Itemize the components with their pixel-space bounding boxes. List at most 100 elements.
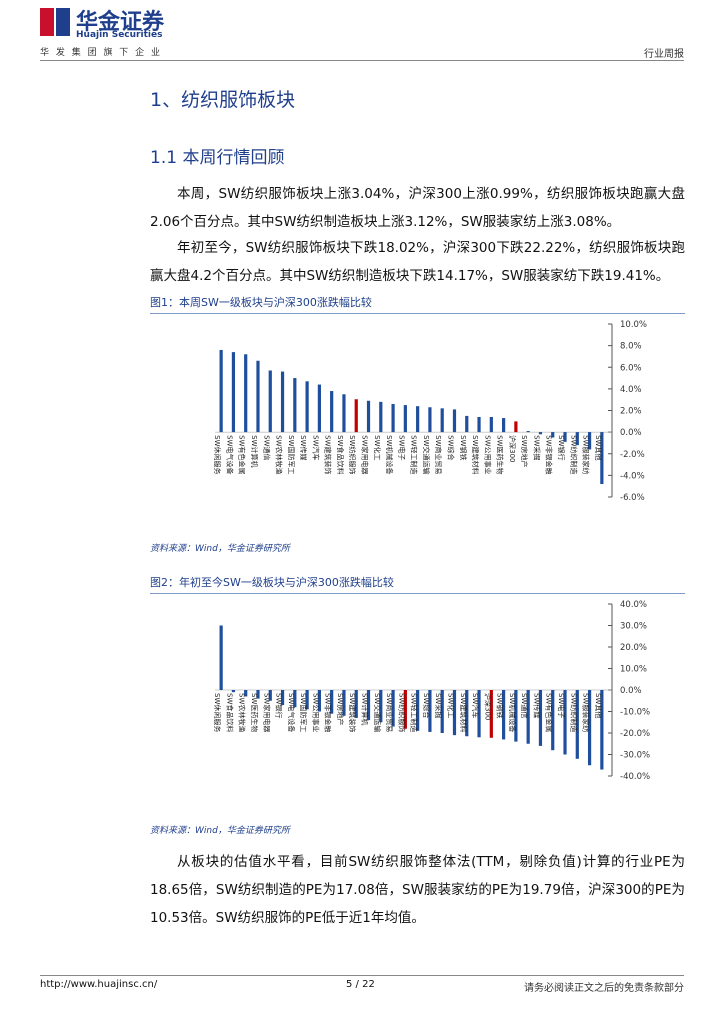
bar (293, 378, 297, 433)
x-tick-label: SW商业贸易 (385, 693, 394, 732)
y-tick-label: -40.0% (620, 772, 650, 782)
bar (403, 690, 407, 729)
y-tick-label: 0.0% (620, 686, 642, 696)
bar (575, 432, 579, 446)
bar (354, 690, 358, 718)
x-tick-label: SW国防军工 (299, 693, 308, 732)
y-tick-label: -10.0% (620, 708, 650, 718)
x-tick-label: SW通信 (520, 693, 529, 718)
x-tick-label: SW传媒 (299, 435, 308, 460)
x-tick-label: 沪深300 (483, 693, 492, 720)
x-tick-label: SW食品饮料 (225, 693, 234, 732)
x-tick-label: 沪深300 (508, 435, 517, 462)
bar (379, 401, 383, 433)
y-tick-label: 8.0% (620, 342, 642, 352)
x-tick-label: SW其他 (594, 693, 603, 718)
x-tick-label: SW纺织制造 (569, 435, 578, 474)
bar (244, 690, 248, 697)
x-tick-label: SW综合 (422, 693, 431, 718)
x-tick-label: SW医药生物 (250, 693, 259, 732)
bar (452, 409, 457, 433)
bar (366, 400, 371, 433)
x-tick-label: SW非银金融 (545, 435, 554, 474)
logo-icon (40, 8, 70, 36)
x-tick-label: SW交通运输 (373, 693, 382, 732)
x-tick-label: SW建筑装饰 (324, 435, 333, 474)
x-tick-label: SW机械设备 (508, 693, 517, 732)
x-tick-label: SW电子 (557, 693, 566, 718)
footer-rule (40, 975, 684, 976)
logo-cn: 华金证券 (76, 10, 165, 35)
x-tick-label: SW有色金属 (238, 435, 247, 474)
page-number: 5 / 22 (346, 979, 375, 990)
x-tick-label: SW食品饮料 (336, 435, 345, 474)
bar (514, 690, 518, 742)
bar (477, 416, 481, 433)
bar (268, 690, 272, 701)
chart: 10.0% 8.0% 6.0% 4.0% 2.0% 0.0% -2.0% -4.0% -6.0%… (213, 320, 647, 503)
y-tick-label: -4.0% (620, 471, 645, 481)
x-tick-label: SW汽车 (311, 435, 320, 460)
x-tick-label: SW采掘 (434, 693, 443, 718)
x-tick-label: SW汽车 (471, 693, 480, 718)
y-tick-label: 0.0% (620, 428, 642, 438)
x-tick-label: SW医药生物 (496, 435, 505, 474)
bar (551, 432, 555, 438)
x-tick-label: SW钢铁 (496, 693, 505, 718)
y-tick-label: -2.0% (620, 450, 645, 460)
x-tick-label: SW其他 (594, 435, 603, 460)
x-tick-label: SW服装家纺 (582, 693, 591, 732)
bar (293, 690, 297, 708)
x-tick-label: SW公用事业 (483, 435, 492, 474)
bar (440, 408, 444, 433)
bar (428, 690, 432, 732)
logo-en: Huajin Securities (76, 30, 163, 40)
bar (465, 690, 469, 737)
bar (231, 690, 236, 693)
x-tick-label: SW农林牧渔 (275, 435, 284, 474)
y-tick-label: 2.0% (620, 407, 642, 417)
bar (330, 391, 334, 433)
figure-caption: 图2：年初至今SW一级板块与沪深300涨跌幅比较 (150, 574, 685, 594)
bar (256, 360, 260, 433)
x-tick-label: SW家用电器 (361, 435, 370, 474)
x-tick-label: SW休闲服务 (213, 693, 222, 732)
x-tick-label: SW轻工制造 (410, 693, 419, 732)
x-tick-label: SW服装家纺 (582, 435, 591, 474)
bar (563, 690, 567, 755)
x-tick-label: SW休闲服务 (213, 435, 222, 474)
bar (502, 418, 506, 433)
y-tick-label: -6.0% (620, 493, 645, 503)
x-tick-label: SW非银金融 (324, 693, 333, 732)
bar (305, 690, 309, 710)
bar (416, 690, 420, 731)
x-tick-label: SW建筑材料 (471, 435, 480, 474)
bar (477, 690, 481, 738)
x-tick-label: SW国防军工 (287, 435, 296, 474)
bar (563, 432, 567, 442)
bar (600, 690, 604, 770)
paragraph: 年初至今，SW纺织服饰板块下跌18.02%，沪深300下跌22.22%，纺织服饰… (150, 240, 685, 284)
subsection-title: 1.1 本周行情回顾 (150, 148, 285, 168)
x-tick-label: SW电气设备 (225, 435, 234, 474)
bar (551, 690, 555, 751)
bar (403, 405, 407, 433)
paragraph: 本周，SW纺织服饰板块上涨3.04%，沪深300上涨0.99%，纺织服饰板块跑赢… (150, 186, 685, 230)
bar (465, 415, 469, 433)
x-tick-label: SW公用事业 (311, 693, 320, 732)
x-tick-label: SW家用电器 (262, 693, 271, 732)
report-type: 行业周报 (644, 49, 684, 60)
header-rule (40, 60, 684, 61)
x-tick-label: SW机械设备 (385, 435, 394, 474)
bar (305, 381, 309, 433)
figure-source: 资料来源：Wind，华金证券研究所 (150, 544, 290, 554)
bar (391, 404, 395, 433)
bar (502, 690, 506, 740)
bar (379, 690, 383, 723)
x-tick-label: SW纺织服饰 (397, 693, 406, 732)
x-tick-label: SW电气设备 (287, 693, 296, 732)
bar (317, 384, 321, 433)
bar (342, 394, 346, 433)
x-tick-label: SW轻工制造 (410, 435, 419, 474)
